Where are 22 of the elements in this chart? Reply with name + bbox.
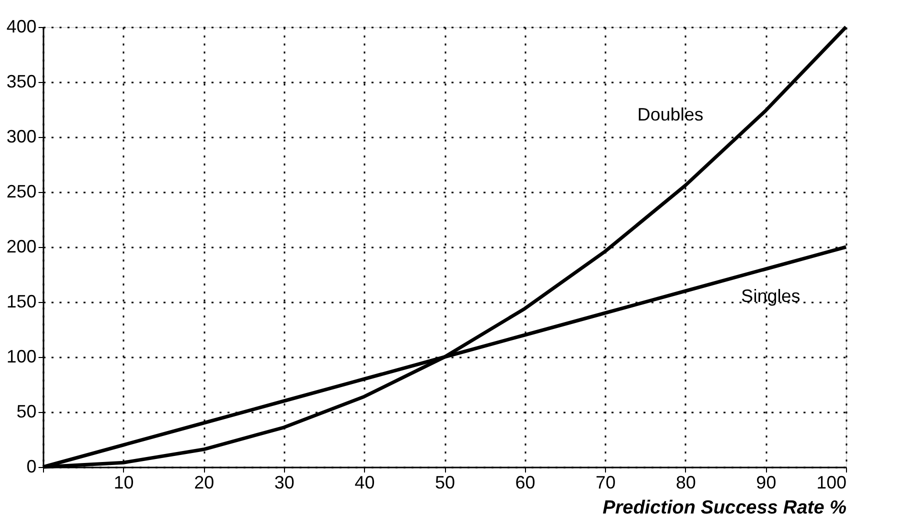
- x-tick-label: 30: [274, 472, 294, 492]
- x-tick-label: 20: [194, 472, 214, 492]
- x-tick-label: 60: [515, 472, 536, 492]
- y-tick-label: 50: [16, 402, 36, 422]
- x-tick-label: 50: [434, 472, 456, 492]
- x-tick-label: 10: [114, 472, 134, 492]
- series-label: Singles: [741, 286, 800, 306]
- y-tick-label: 100: [6, 346, 36, 366]
- y-tick-label: 250: [6, 182, 36, 202]
- x-axis-title: Prediction Success Rate %: [602, 498, 847, 518]
- y-tick-label: 150: [6, 292, 36, 312]
- y-tick-label: 350: [6, 72, 36, 92]
- y-tick-label: 200: [6, 236, 36, 256]
- x-tick-label: 40: [354, 472, 375, 492]
- x-tick-label: 70: [596, 472, 616, 492]
- y-tick-label: 0: [26, 456, 36, 476]
- x-tick-label: 80: [676, 472, 696, 492]
- x-tick-label: 90: [756, 472, 776, 492]
- y-tick-label: 400: [6, 16, 36, 36]
- series-label: Doubles: [637, 104, 704, 124]
- x-tick-label: 100: [816, 472, 846, 492]
- y-tick-label: 300: [6, 126, 36, 146]
